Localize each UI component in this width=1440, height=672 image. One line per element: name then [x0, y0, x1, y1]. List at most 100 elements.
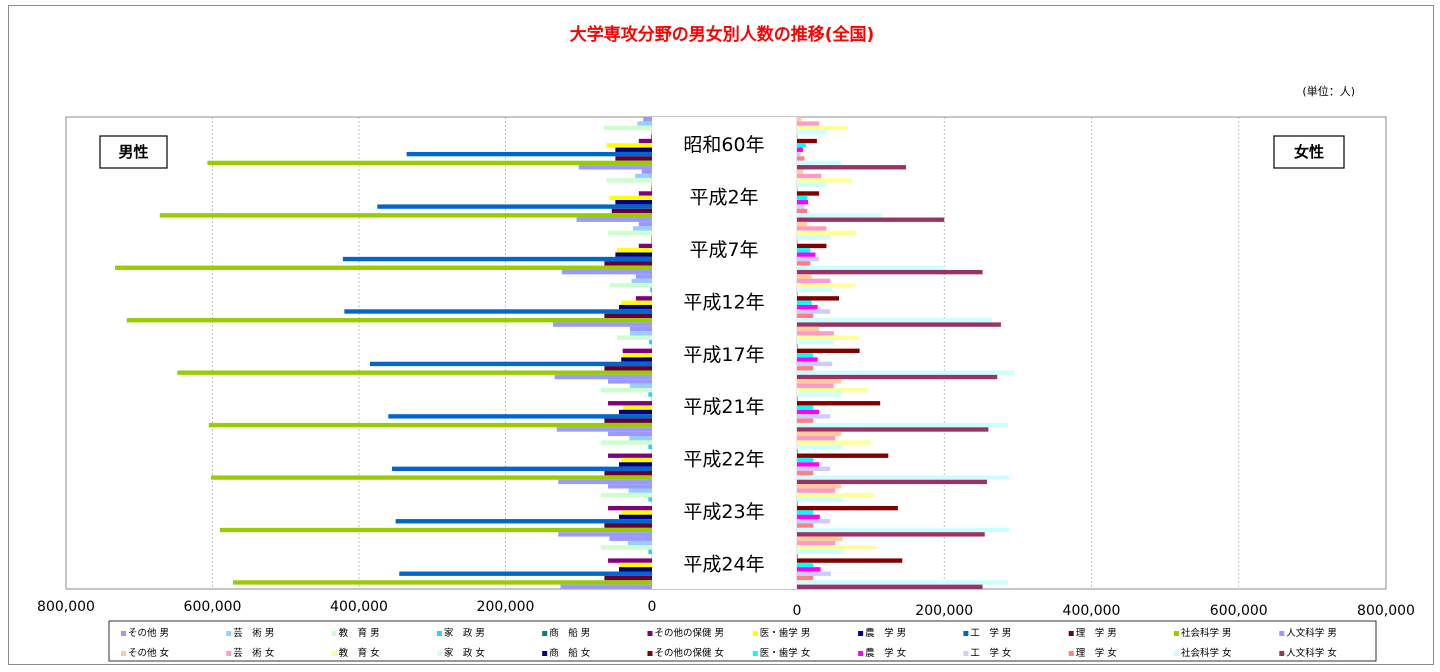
male-bar	[609, 536, 652, 541]
female-bar	[797, 348, 860, 353]
legend-box	[108, 620, 1377, 662]
female-bar	[797, 558, 903, 563]
legend-swatch	[331, 631, 337, 636]
female-bar	[797, 208, 808, 214]
female-bar	[797, 296, 839, 301]
female-bar	[797, 313, 814, 319]
chart-frame: 大学専攻分野の男女別人数の推移(全国) (単位：人) 昭和60年 平成2年 平成7年…	[8, 5, 1434, 665]
female-bar	[797, 182, 827, 187]
female-bar	[797, 401, 881, 406]
female-bar	[797, 335, 860, 340]
legend-swatch	[542, 631, 548, 636]
male-bar	[608, 379, 652, 384]
legend-label: 社会科学 女	[1181, 647, 1232, 659]
male-bar	[630, 331, 652, 336]
male-bar	[342, 256, 652, 262]
butterfly-bar-chart: 大学専攻分野の男女別人数の推移(全国) (単位：人) 昭和60年平成2年平成7年…	[37, 24, 1415, 662]
category-label: 平成7年	[689, 239, 758, 261]
legend-swatch	[226, 631, 232, 636]
female-bar	[797, 484, 842, 489]
female-bar	[797, 130, 827, 135]
male-bar	[608, 484, 652, 489]
category-label: 平成2年	[689, 186, 758, 208]
legend-swatch	[226, 651, 232, 656]
legend-label: 理 学 男	[1076, 627, 1117, 639]
category-label: 昭和60年	[683, 134, 764, 156]
female-bar	[797, 243, 827, 249]
female-bar	[797, 147, 803, 152]
female-bar	[797, 519, 831, 524]
legend-swatch	[752, 651, 758, 656]
male-bar	[604, 261, 652, 266]
male-bar	[629, 436, 652, 441]
female-bar	[797, 440, 871, 445]
female-bar	[797, 300, 812, 305]
legend-label: 商 船 男	[549, 627, 590, 639]
category-label: 平成22年	[683, 449, 764, 471]
male-bar	[560, 584, 652, 589]
male-bar	[600, 545, 652, 550]
male-bar	[638, 243, 652, 249]
male-bar	[395, 519, 652, 524]
male-bar	[649, 339, 652, 345]
male-bar	[377, 204, 652, 209]
female-bar	[797, 256, 820, 262]
legend-swatch	[436, 631, 442, 636]
female-bar	[797, 331, 834, 336]
legend-label: 人文科学 女	[1286, 647, 1337, 659]
female-bar	[797, 409, 820, 415]
legend-label: 芸 術 男	[233, 627, 274, 639]
legend-swatch	[542, 651, 548, 656]
female-bar	[797, 283, 856, 288]
female-bar	[797, 160, 842, 166]
female-label: 女性	[1294, 143, 1324, 161]
legend-label: 理 学 女	[1076, 647, 1117, 659]
chart-title: 大学専攻分野の男女別人数の推移(全国)	[570, 24, 875, 45]
male-bar	[233, 580, 652, 585]
legend-swatch	[963, 631, 969, 636]
male-bar	[628, 488, 652, 493]
male-bar	[608, 453, 652, 458]
female-bar	[797, 165, 906, 170]
male-bar	[561, 269, 652, 275]
female-bar	[797, 427, 989, 432]
male-bar	[635, 274, 652, 279]
male-bar	[391, 466, 652, 471]
female-bar	[797, 252, 816, 257]
male-bar	[615, 252, 652, 257]
category-label: 平成24年	[683, 554, 764, 576]
female-bar	[797, 357, 818, 362]
male-bar	[630, 383, 652, 388]
female-bar	[797, 545, 876, 550]
female-bar	[797, 479, 987, 485]
male-bar	[576, 217, 652, 222]
female-bar	[797, 457, 814, 463]
female-bar	[797, 274, 812, 279]
female-bar	[797, 374, 998, 380]
female-bar	[797, 339, 834, 345]
female-bar	[797, 584, 983, 589]
male-bar	[600, 492, 652, 498]
male-bar	[651, 186, 652, 192]
male-bar	[406, 151, 652, 157]
male-bar	[399, 571, 652, 576]
female-label-box: 女性	[1273, 135, 1345, 169]
female-bar	[797, 121, 820, 126]
male-bar	[627, 540, 652, 546]
x-tick-label: 200,000	[915, 603, 973, 619]
male-bar	[631, 278, 652, 284]
male-bar	[622, 348, 652, 353]
male-bar	[638, 191, 652, 196]
male-bar	[608, 401, 652, 406]
male-bar	[609, 283, 652, 288]
female-bar	[797, 191, 820, 196]
female-bar	[797, 235, 831, 240]
legend-swatch	[647, 651, 653, 656]
male-bar	[115, 265, 652, 270]
male-bar	[621, 300, 652, 305]
female-bar	[797, 475, 1010, 480]
male-bar	[648, 444, 652, 450]
male-bar	[648, 392, 652, 397]
male-bar	[619, 304, 652, 310]
female-bar	[797, 125, 849, 131]
